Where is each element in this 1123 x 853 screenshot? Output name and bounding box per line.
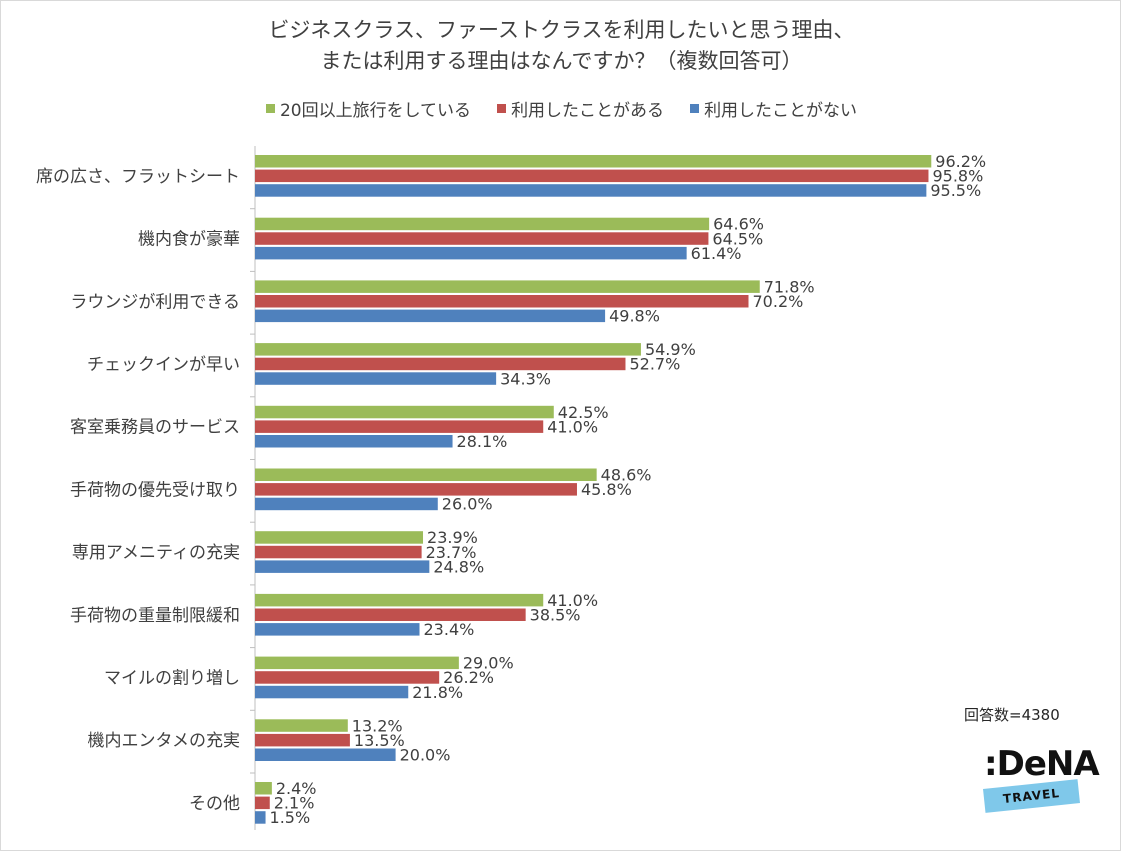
bar-series-1	[255, 343, 641, 356]
category-label: チェックインが早い	[87, 355, 240, 375]
value-label-series-2: 45.8%	[581, 480, 632, 499]
category-label: マイルの割り増し	[104, 668, 240, 688]
bar-series-3	[255, 623, 420, 636]
value-label-series-3: 95.5%	[930, 181, 981, 200]
value-label-series-1: 48.6%	[601, 466, 652, 485]
legend-label-series-2: 利用したことがある	[511, 101, 665, 121]
legend-swatch-series-1	[265, 104, 275, 113]
value-label-series-2: 95.8%	[932, 167, 983, 186]
bar-series-3	[255, 246, 687, 260]
value-label-series-3: 24.8%	[433, 557, 484, 576]
response-count-note: 回答数=4380	[964, 706, 1060, 724]
category-label: 手荷物の重量制限緩和	[70, 606, 240, 626]
value-label-series-2: 23.7%	[426, 543, 477, 562]
value-label-series-2: 13.5%	[354, 731, 405, 750]
bar-series-2	[255, 357, 626, 371]
legend-label-series-1: 20回以上旅行をしている	[279, 101, 472, 121]
bar-series-1	[255, 155, 932, 168]
bar-series-1	[255, 405, 554, 419]
bar-series-2	[255, 545, 422, 559]
bar-series-1	[255, 280, 760, 293]
category-label: 客室乗務員のサービス	[70, 418, 240, 438]
value-label-series-1: 71.8%	[764, 277, 815, 296]
value-label-series-2: 64.5%	[712, 229, 763, 248]
chart-title-line-2: または利用する理由はなんですか？（複数回答可）	[320, 49, 803, 73]
value-label-series-1: 42.5%	[558, 403, 609, 422]
bar-series-3	[255, 748, 396, 761]
value-label-series-1: 13.2%	[352, 716, 403, 735]
value-label-series-1: 29.0%	[463, 654, 514, 673]
value-label-series-3: 21.8%	[412, 683, 463, 702]
legend-label-series-3: 利用したことがない	[704, 101, 858, 121]
category-label: ラウンジが利用できる	[70, 292, 240, 312]
category-label: 手荷物の優先受け取り	[70, 480, 240, 500]
category-label: 機内エンタメの充実	[88, 731, 241, 751]
category-label: その他	[189, 794, 240, 814]
bar-series-1	[255, 468, 597, 481]
value-label-series-2: 2.1%	[274, 794, 315, 813]
value-label-series-1: 54.9%	[645, 340, 696, 359]
bar-series-3	[255, 560, 430, 573]
bar-series-3	[255, 435, 453, 448]
value-label-series-3: 23.4%	[424, 620, 475, 639]
bar-series-1	[255, 719, 348, 732]
legend-item-series-1: 20回以上旅行をしている	[265, 96, 472, 121]
value-label-series-3: 26.0%	[442, 495, 493, 514]
bar-series-2	[255, 733, 350, 747]
value-label-series-2: 52.7%	[629, 355, 680, 374]
legend-item-series-3: 利用したことがない	[690, 96, 857, 121]
value-label-series-2: 26.2%	[443, 668, 494, 687]
bar-series-3	[255, 685, 409, 699]
bar-series-1	[255, 593, 544, 607]
value-label-series-2: 41.0%	[547, 417, 598, 436]
value-label-series-1: 41.0%	[547, 591, 598, 610]
value-label-series-3: 20.0%	[400, 746, 451, 765]
bar-series-2	[255, 420, 544, 433]
bar-series-2	[255, 671, 440, 684]
value-label-series-2: 70.2%	[753, 292, 804, 311]
value-label-series-1: 23.9%	[427, 528, 478, 547]
value-label-series-3: 49.8%	[609, 307, 660, 326]
legend-item-series-2: 利用したことがある	[497, 96, 664, 121]
bar-series-3	[255, 811, 266, 824]
bar-series-3	[255, 184, 927, 197]
chart-title-line-1: ビジネスクラス、ファーストクラスを利用したいと思う理由、	[268, 18, 855, 42]
bar-series-3	[255, 309, 606, 323]
logo-wordmark: :DeNA	[984, 744, 1100, 784]
category-label: 席の広さ、フラットシート	[36, 167, 240, 187]
bar-series-2	[255, 608, 526, 621]
value-label-series-2: 38.5%	[530, 606, 581, 625]
bar-series-1	[255, 656, 459, 670]
category-label: 機内食が豪華	[138, 229, 240, 250]
bar-series-2	[255, 483, 577, 496]
chart-legend: 20回以上旅行をしている 利用したことがある 利用したことがない	[0, 96, 1123, 121]
bar-series-1	[255, 531, 424, 544]
value-label-series-3: 34.3%	[500, 369, 551, 388]
value-label-series-3: 61.4%	[691, 244, 742, 263]
bar-series-3	[255, 497, 438, 511]
bar-series-1	[255, 217, 710, 231]
bar-series-3	[255, 372, 497, 385]
value-label-series-1: 2.4%	[276, 779, 317, 798]
value-label-series-1: 96.2%	[935, 152, 986, 171]
dena-travel-logo: :DeNA TRAVEL	[976, 744, 1100, 820]
bar-series-2	[255, 295, 749, 308]
category-label: 専用アメニティの充実	[72, 543, 240, 563]
logo-ribbon: TRAVEL	[983, 779, 1080, 813]
value-label-series-3: 1.5%	[270, 808, 311, 827]
bar-series-2	[255, 796, 270, 810]
value-label-series-3: 28.1%	[457, 432, 508, 451]
bar-series-2	[255, 232, 709, 245]
bar-series-2	[255, 169, 929, 183]
legend-swatch-series-2	[497, 104, 507, 113]
bar-series-1	[255, 782, 272, 795]
value-label-series-1: 64.6%	[713, 215, 764, 234]
legend-swatch-series-3	[690, 104, 700, 113]
